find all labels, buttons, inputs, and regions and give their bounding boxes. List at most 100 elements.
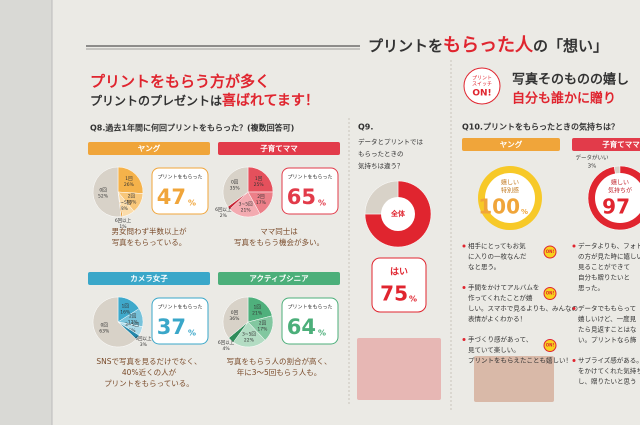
right-headline: 写真そのものの嬉し <box>512 72 629 88</box>
callout-box <box>151 297 209 345</box>
callout-value: 37 <box>157 315 186 339</box>
slice-name: 1回 <box>122 303 130 309</box>
switch-badge <box>543 245 557 259</box>
q10-question: Q10.プリントをもらったときの気持ちは？ <box>462 122 619 132</box>
right-headline: 自分も誰かに贈り <box>512 91 616 107</box>
callout-unit: % <box>318 329 326 338</box>
pie-slice <box>222 296 249 339</box>
bullet-text: なと思う。 <box>468 263 500 271</box>
badge-text: スイッチ <box>472 82 492 88</box>
bullet-text: しい。スマホで見るよりも、みんなの <box>468 305 578 313</box>
bullet-text: データよりも、フォトブ <box>578 241 640 250</box>
slice-label: 26% <box>124 182 135 188</box>
callout-unit: % <box>318 199 326 208</box>
callout-text: プリントをもらった <box>287 304 332 311</box>
callout-box <box>281 297 339 345</box>
bullet-text: 見ていて楽しい。 <box>468 345 520 354</box>
q8-question: Q8.過去1年間に何回プリントをもらった？(複数回答可) <box>90 123 294 133</box>
donut-center: 全体 <box>390 209 406 218</box>
bullet-dot <box>572 307 576 310</box>
badge-text: ON! <box>472 89 491 99</box>
badge-text: プリント <box>472 76 492 82</box>
bullet-dot <box>462 338 466 341</box>
bullet-text: データでももらって <box>578 304 636 313</box>
panel-caption: プリントをもらっている。 <box>104 379 194 388</box>
slice-label: 63% <box>99 328 110 334</box>
feeling-text: 気持ちが <box>608 187 632 195</box>
adjacent-page <box>0 0 52 425</box>
bullet-dot <box>572 359 576 362</box>
slice-name: 0回 <box>231 180 239 186</box>
panel-caption: SNSで写真を見るだけでなく、 <box>96 356 201 366</box>
slice-label: 22% <box>244 337 255 343</box>
slice-name: 3~5回 <box>239 201 253 207</box>
feeling-value: 100 <box>478 195 520 219</box>
panel-title: アクティブシニア <box>249 273 309 283</box>
bullet-text: い。プリントなら飾 <box>578 335 637 344</box>
title-part: の「想い」 <box>533 37 608 55</box>
feeling-text: 嬉しい <box>611 179 629 187</box>
callout-text: プリントをもらった <box>287 174 332 181</box>
slice-label: 52% <box>98 193 109 199</box>
slice-label: 3% <box>140 342 148 348</box>
slice-name: 6回以上 <box>218 339 235 346</box>
panel-caption: 写真をもらう機会が多い。 <box>234 237 324 247</box>
bullet-text: をかけてくれた気持ち <box>578 366 640 375</box>
pie-slice <box>247 166 274 193</box>
callout-text: プリントをもらった <box>157 174 202 181</box>
slice-name: 6回以上 <box>115 217 132 224</box>
panel-caption: 写真をもらっている。 <box>112 237 187 247</box>
slice-label: 21% <box>241 207 252 213</box>
bullet-text: の方が見た時に嬉しい <box>578 252 640 261</box>
title-part: もらった人 <box>443 35 534 56</box>
pie-slice <box>92 166 122 218</box>
feeling-text: 特別感 <box>501 187 519 195</box>
bullet-dot <box>572 244 576 248</box>
feeling-inner <box>595 173 640 223</box>
bullet-text: 自分も贈りたいと <box>578 273 630 282</box>
bullet-text: たら見返すことはな <box>578 326 637 334</box>
pie-slice <box>92 296 137 348</box>
bullet-text: プリントをもらえたことも嬉しい！ <box>468 356 572 365</box>
switch-badge <box>463 67 501 105</box>
answer-label: はい <box>390 267 408 278</box>
slice-name: 3~5回 <box>117 200 131 206</box>
panel-caption: ママ同士は <box>260 226 298 236</box>
panel-caption: 男女問わず半数以上が <box>112 226 187 236</box>
badge-text: ON! <box>546 343 555 348</box>
panel-title: カメラ女子 <box>130 273 168 283</box>
callout-unit: % <box>188 199 196 208</box>
q9-text: 気持ちは違う？ <box>358 161 404 170</box>
note-text: データがいい <box>575 154 609 162</box>
q9-label: Q9. <box>358 123 373 132</box>
slice-label: 36% <box>229 316 240 322</box>
pie-slice <box>232 321 266 348</box>
answer-unit: % <box>409 295 417 304</box>
callout-box <box>281 167 339 215</box>
slice-label: 12% <box>128 320 139 326</box>
slice-label: 4% <box>223 346 231 352</box>
q9-text: もらったときの <box>358 150 404 158</box>
slice-name: 2回 <box>257 194 265 200</box>
callout-value: 64 <box>287 315 316 339</box>
feeling-value: 97 <box>602 195 630 219</box>
panel-caption: 写真をもらう人の割合が高く、 <box>227 356 332 366</box>
photo <box>357 338 441 400</box>
bullet-dot <box>462 286 466 289</box>
bullet-text: 思った。 <box>578 284 604 292</box>
pie-slice <box>222 166 249 208</box>
callout-unit: % <box>188 329 196 338</box>
subhead: プリントのプレゼントは喜ばれてます！ <box>90 92 319 109</box>
slice-label: 2% <box>220 213 228 219</box>
badge-text: ON! <box>546 291 555 296</box>
slice-name: 1回 <box>255 176 263 182</box>
subhead-part: 喜ばれてます！ <box>222 92 319 109</box>
answer-value: 75 <box>380 282 408 306</box>
note-value: 3% <box>588 164 597 170</box>
bullet-text: し、贈りたいと思う <box>578 377 637 386</box>
q9-text: データとプリントでは <box>358 137 424 146</box>
bullet-text: サプライズ感がある。 <box>578 356 640 365</box>
switch-badge <box>543 339 557 352</box>
